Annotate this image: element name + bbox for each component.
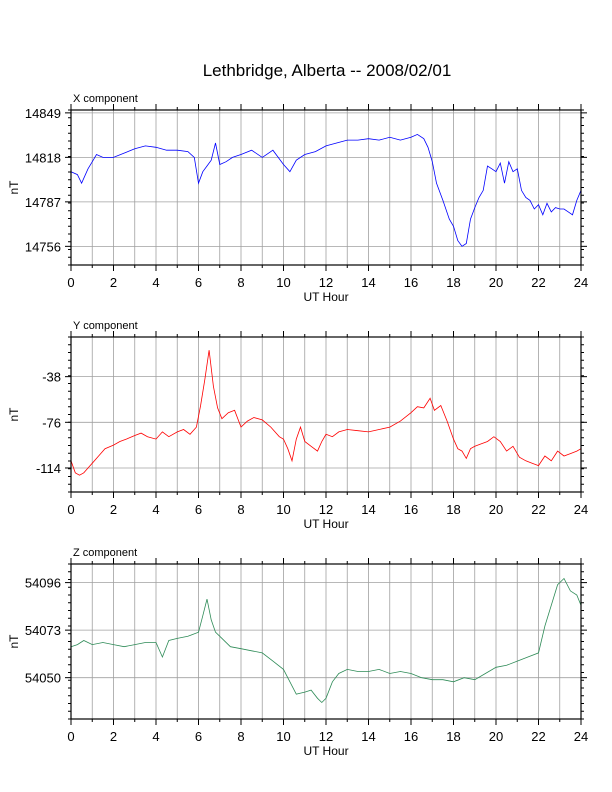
- x-tick-label: 22: [531, 729, 545, 744]
- x-tick-label: 6: [195, 502, 202, 517]
- chart-title: Lethbridge, Alberta -- 2008/02/01: [203, 61, 452, 80]
- x-tick-label: 4: [152, 502, 159, 517]
- x-tick-label: 6: [195, 729, 202, 744]
- y-tick-label: 54073: [25, 623, 61, 638]
- x-tick-label: 24: [574, 729, 588, 744]
- x-tick-label: 18: [446, 275, 460, 290]
- x-tick-label: 10: [276, 729, 290, 744]
- x-tick-label: 10: [276, 275, 290, 290]
- x-tick-label: 8: [237, 729, 244, 744]
- x-tick-label: 0: [67, 729, 74, 744]
- x-tick-label: 4: [152, 729, 159, 744]
- x-tick-label: 0: [67, 275, 74, 290]
- x-tick-label: 22: [531, 502, 545, 517]
- x-tick-label: 14: [361, 275, 375, 290]
- x-tick-label: 14: [361, 502, 375, 517]
- x-tick-label: 16: [404, 275, 418, 290]
- series-line: [70, 577, 582, 704]
- series-line: [70, 350, 582, 476]
- x-tick-label: 2: [110, 729, 117, 744]
- y-tick-label: 14787: [25, 195, 61, 210]
- panels-group: 0 2 4 6 8 10 12 14 16 18 20 22 241475614787148181484…: [7, 93, 588, 758]
- panel-title: Y component: [73, 320, 138, 332]
- y-axis-label: nT: [7, 180, 21, 195]
- y-tick-label: 14849: [25, 106, 61, 121]
- x-tick-label: 16: [404, 729, 418, 744]
- x-tick-label: 6: [195, 275, 202, 290]
- x-tick-label: 10: [276, 502, 290, 517]
- x-tick-label: 4: [152, 275, 159, 290]
- panel-1: 0 2 4 6 8 10 12 14 16 18 20 22 241475614787148181484…: [7, 93, 588, 304]
- x-tick-label: 12: [319, 275, 333, 290]
- y-tick-label: 54050: [25, 671, 61, 686]
- y-tick-label: -76: [42, 415, 61, 430]
- x-tick-label: 2: [110, 502, 117, 517]
- y-axis-label: nT: [7, 634, 21, 649]
- y-tick-label: -114: [36, 461, 61, 476]
- series-line: [70, 133, 582, 247]
- y-tick-label: -38: [42, 370, 61, 385]
- y-axis-label: nT: [7, 407, 21, 422]
- x-tick-label: 18: [446, 729, 460, 744]
- x-tick-label: 20: [489, 275, 503, 290]
- x-tick-label: 8: [237, 502, 244, 517]
- y-tick-label: 54096: [25, 576, 61, 591]
- x-tick-label: 24: [574, 275, 588, 290]
- x-axis-label: UT Hour: [303, 744, 348, 758]
- y-tick-label: 14756: [25, 239, 61, 254]
- x-axis-label: UT Hour: [303, 290, 348, 304]
- panel-title: X component: [73, 93, 138, 105]
- x-tick-label: 18: [446, 502, 460, 517]
- panel-title: Z component: [73, 547, 137, 559]
- x-axis-label: UT Hour: [303, 517, 348, 531]
- x-tick-label: 20: [489, 502, 503, 517]
- x-tick-label: 12: [319, 729, 333, 744]
- x-tick-label: 2: [110, 275, 117, 290]
- x-tick-label: 14: [361, 729, 375, 744]
- x-tick-label: 24: [574, 502, 588, 517]
- x-tick-label: 0: [67, 502, 74, 517]
- y-tick-label: 14818: [25, 150, 61, 165]
- x-tick-label: 22: [531, 275, 545, 290]
- x-tick-label: 12: [319, 502, 333, 517]
- x-tick-label: 8: [237, 275, 244, 290]
- x-tick-label: 16: [404, 502, 418, 517]
- x-tick-label: 20: [489, 729, 503, 744]
